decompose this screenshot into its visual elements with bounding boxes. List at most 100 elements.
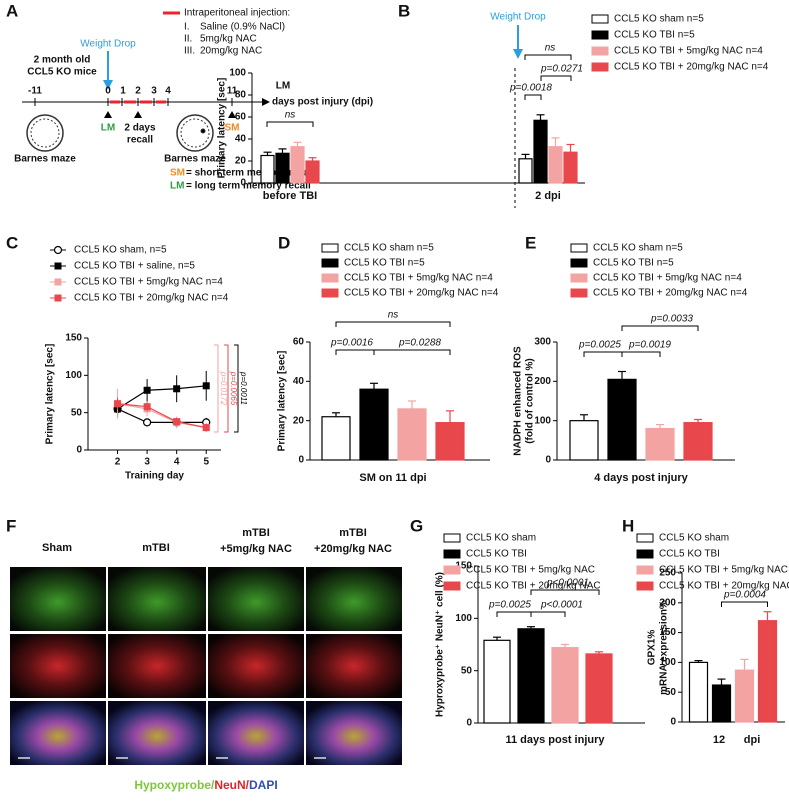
point bbox=[143, 418, 152, 427]
legend-label: CCL5 KO TBI + saline, n=5 bbox=[74, 261, 195, 272]
annotation: p=0.0019 bbox=[628, 340, 671, 351]
legend-swatch bbox=[636, 565, 654, 575]
legend-swatch bbox=[636, 581, 654, 591]
panel-label: H bbox=[622, 516, 634, 535]
legend-label: CCL5 KO TBI + 20mg/kg NAC n=4 bbox=[614, 62, 769, 73]
legend-swatch bbox=[570, 288, 588, 298]
event-label: Weight Drop bbox=[490, 12, 546, 23]
injection-num: III. bbox=[184, 46, 195, 57]
legend-swatch bbox=[321, 243, 339, 253]
significance-bracket bbox=[335, 321, 451, 327]
legend-label: CCL5 KO TBI + 5mg/kg NAC n=4 bbox=[614, 46, 763, 57]
annotation: ns bbox=[285, 110, 296, 121]
annotation: p=0.0271 bbox=[540, 64, 583, 75]
y-axis-label: Primary latency [sec] bbox=[217, 78, 228, 179]
bar bbox=[645, 427, 675, 461]
bar bbox=[517, 628, 545, 724]
bar bbox=[321, 416, 351, 461]
y-tick-label: 0 bbox=[466, 718, 472, 729]
point bbox=[143, 386, 151, 394]
y-axis-label: Primary latency [sec] bbox=[277, 351, 288, 452]
x-tick-label: 5 bbox=[203, 457, 209, 468]
y-tick-label: 150 bbox=[659, 627, 676, 638]
event-arrow-head bbox=[513, 49, 523, 59]
lm-label: LM bbox=[101, 123, 115, 134]
bar bbox=[518, 158, 533, 184]
x-tick-label: 12 bbox=[713, 734, 725, 746]
column-header: mTBI bbox=[242, 527, 270, 539]
x-tick-label: SM on 11 dpi bbox=[359, 472, 426, 484]
event-marker bbox=[228, 111, 236, 118]
legend-swatch bbox=[321, 273, 339, 283]
legend-swatch bbox=[570, 273, 588, 283]
timeline-tick: 2 bbox=[135, 86, 141, 97]
y-tick-label: 60 bbox=[235, 112, 247, 123]
timeline-tick: 0 bbox=[105, 86, 111, 97]
y-tick-label: 200 bbox=[534, 376, 551, 387]
timeline-tick: -11 bbox=[28, 86, 42, 97]
y-tick-label: 300 bbox=[534, 337, 551, 348]
annotation: ns bbox=[388, 310, 399, 321]
significance-bracket bbox=[530, 589, 600, 595]
legend-label: CCL5 KO sham, n=5 bbox=[74, 245, 167, 256]
bar bbox=[551, 647, 579, 724]
annotation: p=0.0065 bbox=[229, 371, 238, 406]
bar bbox=[290, 146, 305, 184]
bar bbox=[435, 422, 465, 461]
timeline-diagram: Intraperitoneal injection: I. Saline (0.… bbox=[14, 8, 373, 192]
arrow-head bbox=[103, 80, 113, 90]
bar bbox=[483, 639, 511, 724]
line-series bbox=[117, 403, 207, 429]
line-series bbox=[117, 408, 207, 423]
legend-label: CCL5 KO TBI + 20mg/kg NAC n=4 bbox=[344, 288, 499, 299]
injection-num: I. bbox=[184, 22, 190, 33]
timeline-tick: 1 bbox=[120, 86, 126, 97]
y-tick-label: 150 bbox=[65, 333, 82, 344]
column-header: +20mg/kg NAC bbox=[314, 543, 392, 555]
legend-marker bbox=[53, 245, 63, 255]
legend-swatch bbox=[570, 258, 588, 268]
event-marker bbox=[134, 111, 142, 118]
legend-swatch bbox=[636, 533, 654, 543]
legend-label: CCL5 KO sham n=5 bbox=[344, 243, 434, 254]
legend-abbr: LM bbox=[170, 181, 184, 192]
maze-icon bbox=[26, 114, 214, 152]
timeline-tick: 4 bbox=[165, 86, 171, 97]
legend-swatch bbox=[321, 258, 339, 268]
significance-bracket bbox=[373, 349, 451, 355]
y-tick-label: 250 bbox=[659, 568, 676, 579]
legend-label: CCL5 KO TBI + 20mg/kg NAC bbox=[466, 581, 601, 592]
y-tick-label: 60 bbox=[293, 337, 305, 348]
legend-label: CCL5 KO sham n=5 bbox=[593, 243, 683, 254]
x-tick-label: 4 days post injury bbox=[594, 472, 688, 484]
legend-label: CCL5 KO sham n=5 bbox=[614, 14, 704, 25]
annotation: p<0.0001 bbox=[546, 578, 589, 589]
mice-label: CCL5 KO mice bbox=[27, 67, 97, 78]
panel-label: G bbox=[410, 516, 423, 535]
image-grid bbox=[10, 567, 402, 765]
stain-name: NeuN/ bbox=[214, 778, 249, 792]
bar bbox=[548, 146, 563, 184]
y-tick-label: 50 bbox=[665, 687, 677, 698]
legend-label: CCL5 KO TBI + 5mg/kg NAC bbox=[659, 565, 788, 576]
y-tick-label: 0 bbox=[240, 178, 246, 189]
y-tick-label: 0 bbox=[670, 717, 676, 728]
column-header: +5mg/kg NAC bbox=[220, 543, 292, 555]
timeline-tick: 3 bbox=[151, 86, 157, 97]
stain-legend: Hypoxyprobe/NeuN/DAPI bbox=[134, 778, 277, 792]
bar bbox=[397, 408, 427, 461]
y-axis-label: NADPH enhanced ROS bbox=[513, 346, 524, 456]
x-tick-label: 2 bbox=[115, 457, 121, 468]
legend-swatch bbox=[591, 62, 609, 72]
y-axis-label: (fold of control %) bbox=[525, 358, 536, 444]
annotation: ns bbox=[545, 43, 556, 54]
bar bbox=[563, 151, 578, 184]
point bbox=[202, 424, 210, 432]
bar bbox=[683, 422, 713, 461]
y-tick-label: 100 bbox=[534, 415, 551, 426]
recall-label: 2 days bbox=[124, 123, 156, 134]
bar bbox=[533, 119, 548, 184]
legend-label: CCL5 KO TBI + 20mg/kg NAC n=4 bbox=[593, 288, 748, 299]
legend-label: CCL5 KO TBI + 20mg/kg NAC n=4 bbox=[74, 293, 229, 304]
bar bbox=[585, 653, 613, 724]
